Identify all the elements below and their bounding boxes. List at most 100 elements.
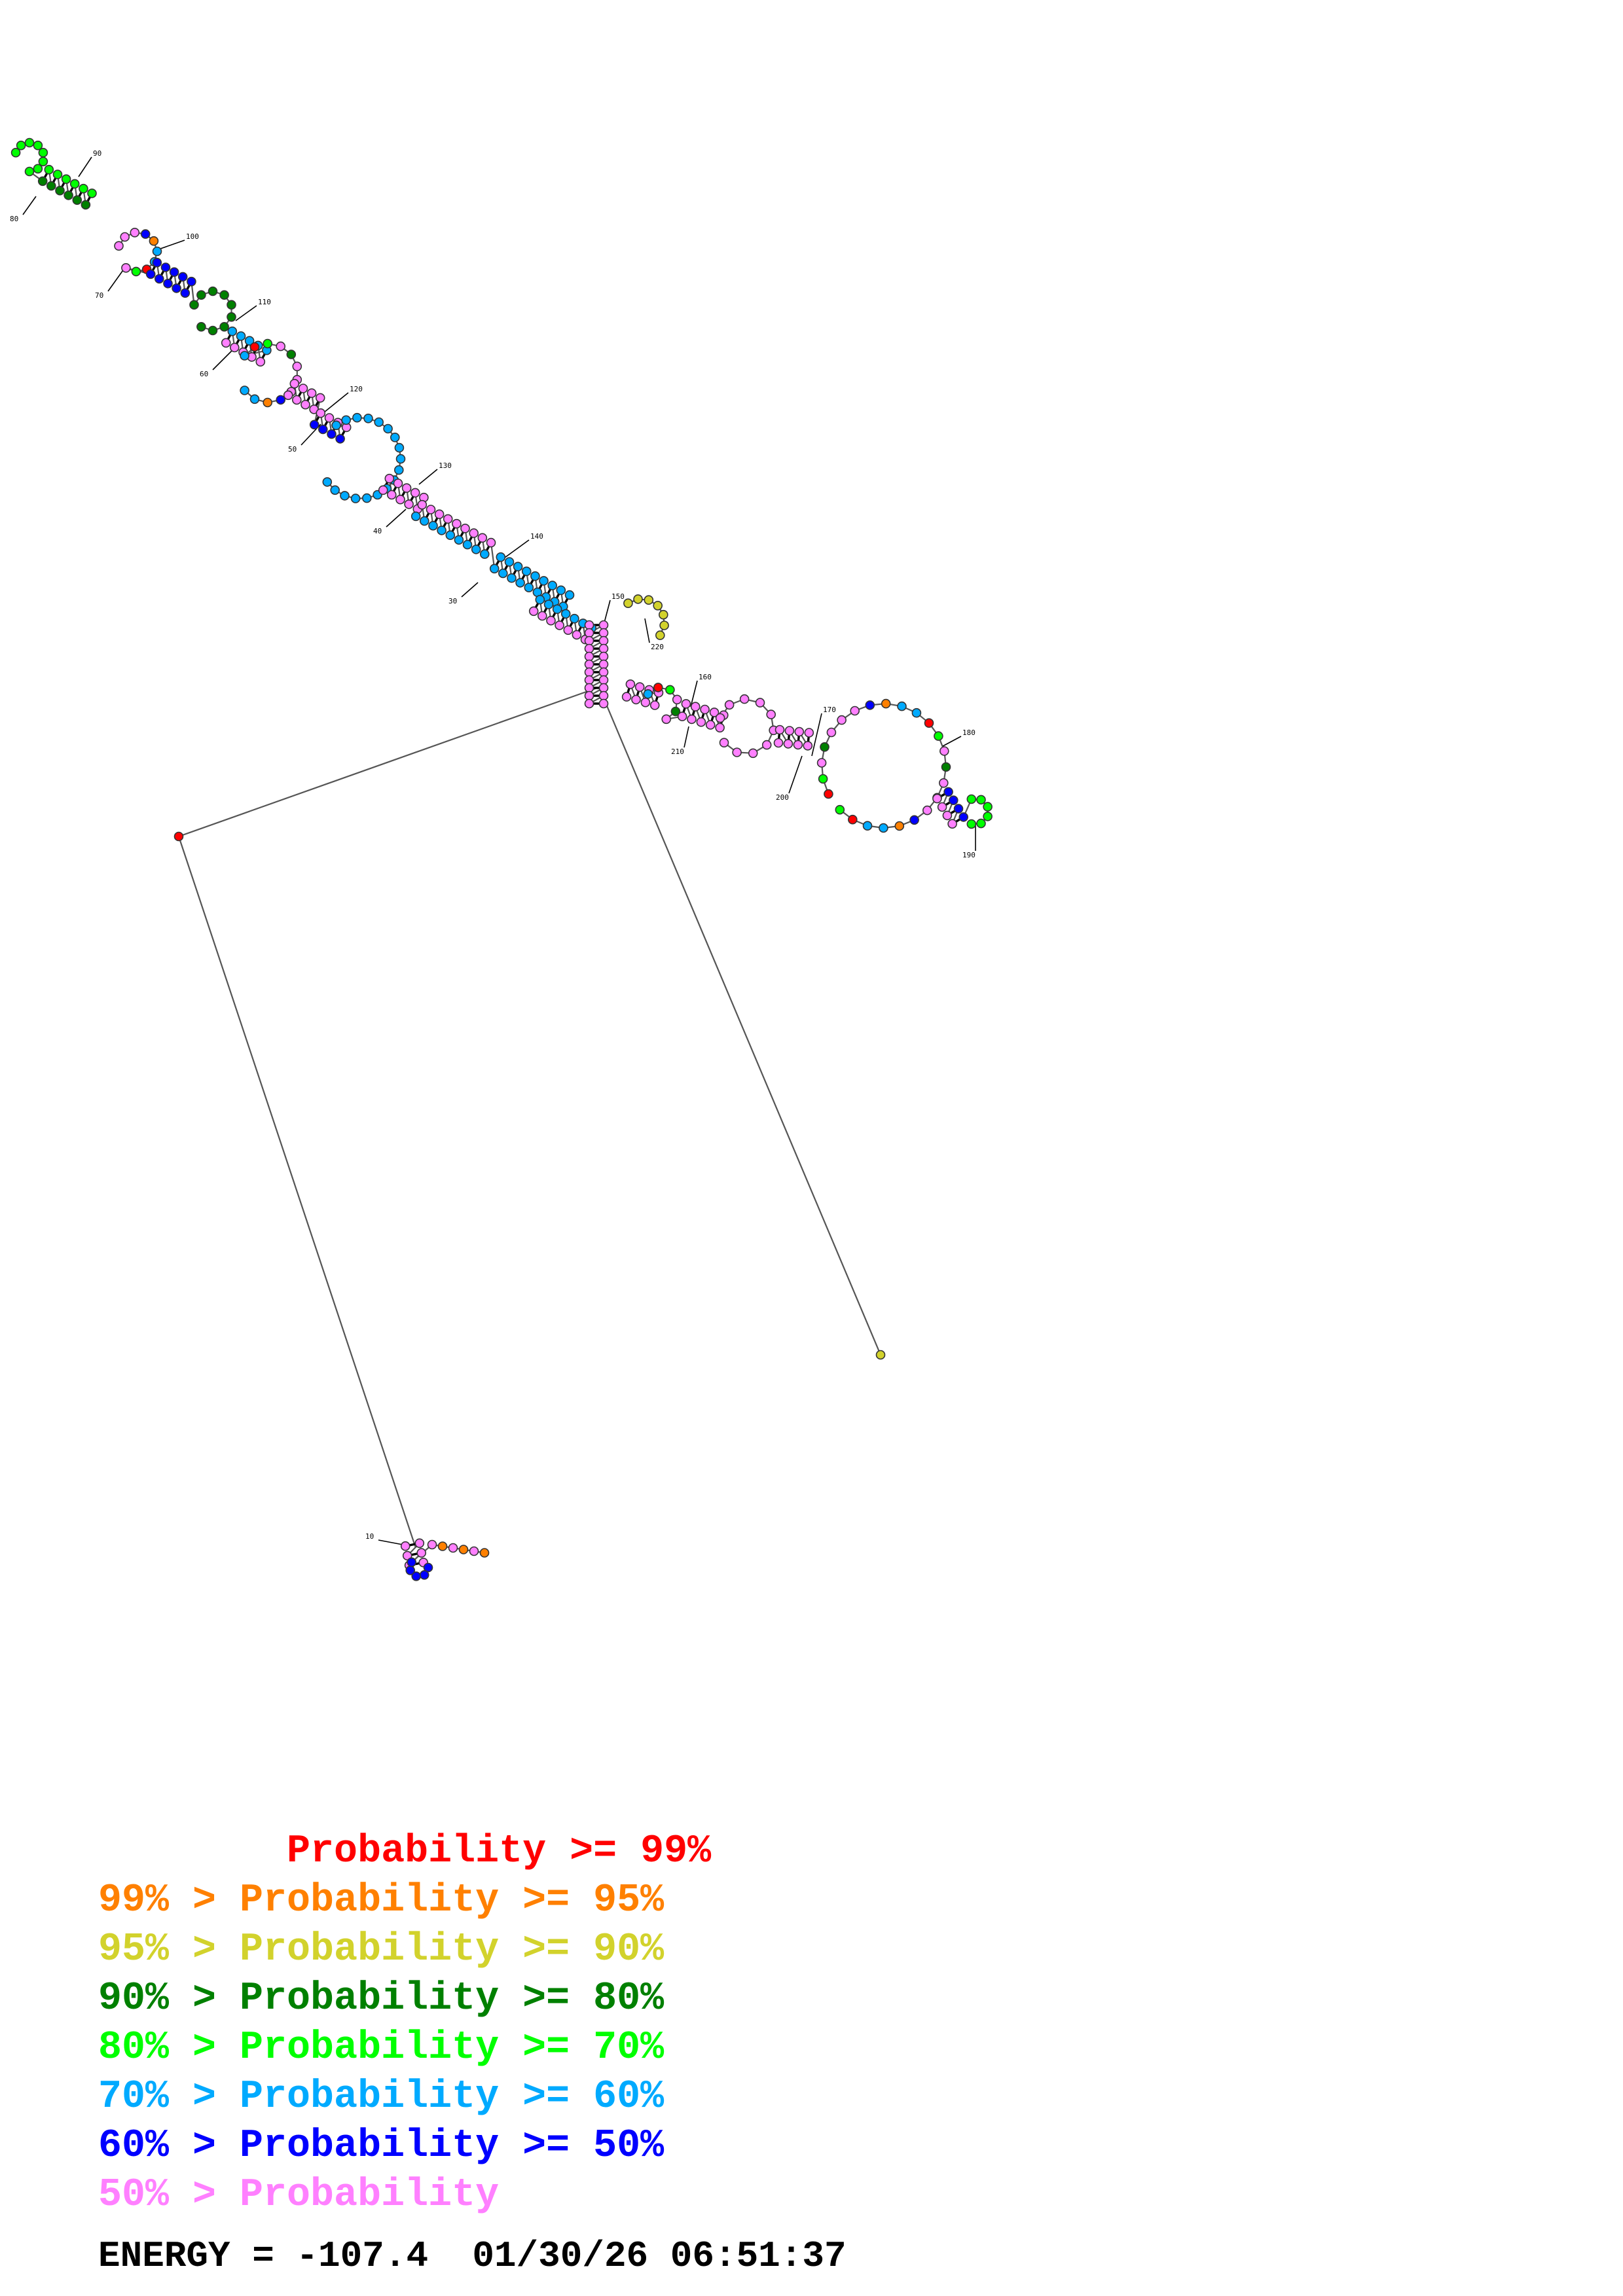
nucleotide — [292, 361, 302, 372]
nucleotide — [81, 200, 91, 210]
nucleotide — [552, 604, 562, 615]
nucleotide — [291, 395, 302, 405]
nucleotide — [460, 524, 470, 533]
index-tick — [107, 268, 125, 292]
nucleotide — [848, 814, 858, 825]
nucleotide — [419, 516, 429, 526]
nucleotide — [816, 758, 827, 768]
nucleotide — [16, 140, 26, 151]
nucleotide — [469, 1546, 479, 1556]
index-tick — [684, 726, 689, 748]
nucleotide — [219, 290, 229, 300]
index-label-layer: 10 30 40 50 60 70 80 90 100 110 120 130 140 150 160 170… — [10, 149, 976, 1541]
nucleotide — [976, 795, 986, 805]
nucleotide — [458, 1545, 469, 1554]
nucleotide — [324, 413, 335, 423]
nucleotide — [875, 1350, 886, 1360]
nucleotide — [395, 494, 405, 505]
nucleotide — [160, 262, 171, 272]
nucleotide — [631, 694, 641, 705]
nucleotide — [405, 1566, 416, 1575]
index-tick — [378, 1539, 403, 1545]
backbone-layer — [15, 141, 989, 1577]
nucleotide — [419, 1570, 429, 1580]
nucleotide — [983, 802, 993, 812]
nucleotide — [922, 805, 932, 816]
nucleotide — [283, 390, 293, 401]
nucleotide — [227, 326, 238, 336]
nucleotide — [477, 533, 488, 543]
nucleotide — [240, 351, 249, 361]
nucleotide — [634, 682, 645, 692]
nucleotide — [793, 740, 803, 750]
nucleotide — [705, 720, 716, 730]
nucleotide — [504, 557, 515, 567]
nucleotide — [434, 509, 445, 520]
legend-row-p95: 99% > Probability >= 95% — [98, 1878, 665, 1923]
nucleotide — [361, 493, 372, 503]
index-label: 110 — [258, 298, 271, 306]
nucleotide — [681, 699, 691, 709]
nucleotide — [879, 823, 888, 833]
legend-row-p50: 60% > Probability >= 50% — [98, 2124, 665, 2168]
nucleotide — [383, 423, 393, 434]
nucleotide — [407, 1557, 417, 1568]
index-label: 180 — [962, 728, 976, 737]
nucleotide — [672, 694, 682, 705]
nucleotide — [653, 683, 663, 692]
nucleotide — [131, 266, 141, 277]
nucleotide — [942, 810, 953, 821]
nucleotide — [428, 520, 438, 531]
nucleotide — [462, 539, 473, 550]
nucleotide — [958, 812, 968, 822]
index-tick — [690, 680, 698, 708]
backbone-strand — [598, 687, 882, 1355]
nucleotide — [521, 566, 532, 577]
nucleotide — [709, 708, 720, 717]
index-tick — [212, 350, 233, 370]
nucleotide — [172, 283, 181, 293]
nucleotide — [38, 156, 48, 167]
index-label: 220 — [651, 643, 664, 651]
nucleotide — [427, 1539, 437, 1550]
nucleotide — [340, 491, 350, 501]
nucleotide — [677, 711, 687, 721]
base-pair-layer — [41, 169, 964, 1567]
nucleotide — [911, 708, 922, 718]
nucleotide — [690, 702, 701, 711]
nucleotide — [331, 420, 341, 431]
nucleotide — [715, 723, 725, 733]
nucleotide — [966, 819, 977, 829]
nucleotide — [149, 236, 159, 246]
nucleotide — [393, 478, 403, 488]
nucleotide — [335, 434, 345, 444]
nucleotide — [775, 725, 785, 735]
nucleotide — [507, 573, 517, 583]
index-tick — [461, 582, 479, 598]
nucleotide — [363, 413, 373, 423]
index-label: 170 — [823, 706, 836, 714]
nucleotide — [804, 728, 814, 738]
nucleotide — [394, 442, 405, 453]
nucleotide — [64, 190, 73, 200]
nucleotide — [437, 526, 447, 535]
nucleotide — [939, 746, 949, 756]
nucleotide — [315, 393, 325, 403]
nucleotide — [894, 821, 905, 831]
nucleotide — [498, 568, 508, 579]
index-tick — [644, 618, 650, 643]
nucleotide — [404, 499, 414, 509]
nucleotide — [584, 620, 594, 630]
nucleotide — [941, 762, 951, 772]
nucleotide — [949, 795, 958, 805]
nucleotide — [748, 748, 758, 759]
nucleotide — [390, 432, 400, 442]
legend-row-p80: 90% > Probability >= 80% — [98, 1977, 665, 2021]
nucleotide — [732, 747, 742, 757]
nucleotide — [341, 415, 352, 425]
nucleotide — [820, 742, 830, 752]
nucleotide — [177, 272, 188, 282]
nucleotide — [818, 774, 828, 784]
nucleotide-layer — [10, 137, 993, 1581]
nucleotide — [862, 821, 873, 831]
